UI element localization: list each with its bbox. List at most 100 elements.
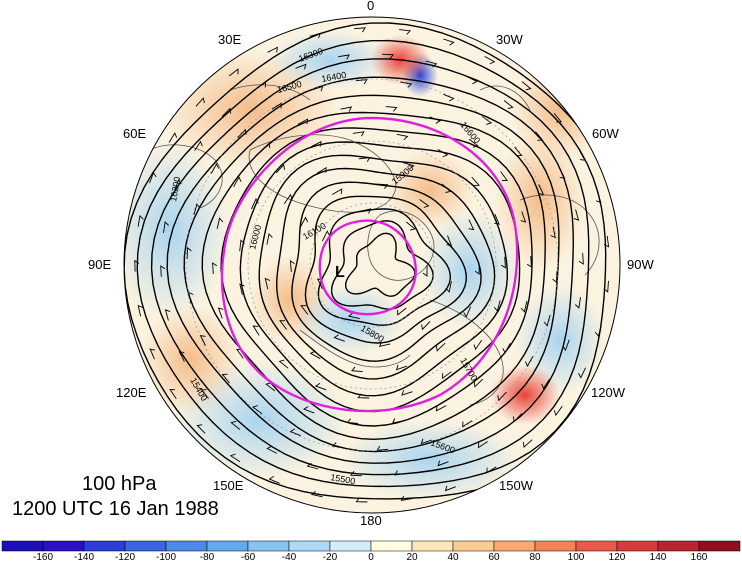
height-contour	[291, 181, 482, 362]
map-disk: 1630016400165001620016100160001590015800…	[124, 17, 620, 513]
wind-barb	[195, 97, 205, 107]
wind-barb	[442, 371, 452, 380]
wind-barb	[289, 260, 295, 272]
wind-barb	[237, 128, 247, 139]
wind-barb	[494, 214, 500, 225]
colorbar-swatch	[698, 540, 741, 552]
wind-barb	[478, 441, 488, 449]
wind-barb	[267, 46, 278, 53]
wind-barb	[355, 497, 368, 503]
wind-barb	[437, 149, 449, 158]
wind-barb	[425, 60, 438, 68]
wind-barb	[443, 93, 455, 102]
wind-barb	[603, 235, 610, 248]
wind-barb	[550, 226, 556, 239]
wind-barb	[174, 178, 182, 191]
wind-barb	[401, 390, 413, 396]
wind-barb	[595, 191, 602, 204]
wind-barb	[310, 490, 323, 498]
wind-barb	[164, 309, 171, 321]
colorbar-swatch	[247, 540, 290, 552]
wind-barb	[502, 342, 511, 354]
wind-barb	[481, 115, 492, 125]
wind-barb	[303, 406, 315, 414]
colorbar-labels: -160 -140 -120 -100 -80 -60 -40 -20 0 20 40 60 80 100…	[33, 552, 708, 561]
wind-barb	[168, 132, 178, 143]
wind-barb	[552, 271, 558, 284]
wind-barb	[346, 418, 359, 424]
lon-label-150w: 150W	[499, 478, 534, 493]
wind-barb	[228, 68, 239, 77]
lon-label-30w: 30W	[496, 32, 523, 47]
wind-barb	[526, 255, 532, 268]
wind-barb	[314, 382, 327, 391]
wind-barb	[217, 307, 224, 319]
colorbar-tick-label: 140	[650, 552, 667, 561]
wind-barb	[553, 405, 563, 417]
wind-barb	[252, 405, 263, 415]
colorbar-tick-label: 80	[529, 552, 541, 561]
wind-barb	[524, 356, 534, 368]
wind-barb	[402, 162, 415, 170]
lon-label-90w: 90W	[627, 257, 654, 272]
wind-barb	[419, 199, 430, 208]
wind-barb	[216, 217, 224, 230]
colorbar-swatch	[575, 540, 618, 552]
wind-barb	[358, 156, 371, 163]
wind-barb	[359, 208, 372, 214]
wind-barb	[300, 216, 309, 228]
wind-barb	[134, 259, 140, 272]
colorbar-swatch	[493, 540, 536, 552]
map-border	[123, 16, 621, 514]
longitude-labels: 0 30W 60W 90W 120W 150W 180 150E 120E 90…	[88, 0, 654, 528]
colorbar-swatch	[657, 540, 700, 552]
wind-barb	[229, 453, 241, 463]
wind-barb	[289, 428, 301, 437]
height-contour	[150, 58, 590, 476]
colorbar-tick-label: 20	[406, 552, 418, 561]
colorbar-swatch	[616, 540, 659, 552]
colorbar-swatch	[165, 540, 208, 552]
wind-barb	[399, 29, 412, 35]
wind-barb	[535, 131, 544, 141]
wind-barb	[579, 150, 586, 161]
wind-barb	[562, 339, 570, 352]
wind-barb	[395, 364, 408, 371]
wind-barbs	[134, 27, 610, 503]
wind-barb	[553, 113, 563, 123]
colorbar-tick-label: -120	[115, 552, 135, 561]
wind-barb	[239, 239, 245, 252]
lon-label-180: 180	[360, 513, 382, 528]
wind-barb	[444, 485, 456, 492]
low-center-label: L	[335, 264, 345, 281]
wind-barb	[385, 106, 398, 112]
colorbar-swatch	[1, 540, 44, 552]
height-contour	[258, 154, 509, 397]
colorbar-swatch	[124, 540, 167, 552]
wind-barb	[473, 339, 483, 351]
wind-barb	[309, 32, 322, 39]
wind-barb	[331, 188, 343, 195]
lon-label-150e: 150E	[213, 478, 244, 493]
wind-barb	[230, 420, 241, 430]
wind-barb	[474, 262, 480, 275]
wind-barb	[355, 79, 368, 85]
wind-barb	[396, 133, 409, 141]
lon-label-30e: 30E	[218, 32, 241, 47]
wind-barb	[394, 470, 406, 476]
colorbar-swatch	[534, 540, 577, 552]
anomaly-shading	[124, 30, 610, 500]
wind-barb	[484, 56, 496, 65]
colorbar-swatch	[206, 540, 249, 552]
colorbar-swatch	[329, 540, 372, 552]
colorbar-swatch	[288, 540, 331, 552]
colorbar-swatch	[370, 540, 413, 552]
wind-barb	[352, 131, 365, 137]
colorbar-tick-label: -80	[200, 552, 215, 561]
colorbar-tick-label: -60	[241, 552, 256, 561]
wind-barb	[503, 100, 514, 110]
wind-barb	[199, 335, 206, 346]
colorbar-swatch	[411, 540, 454, 552]
wind-barb	[466, 76, 478, 85]
wind-barb	[421, 321, 431, 331]
